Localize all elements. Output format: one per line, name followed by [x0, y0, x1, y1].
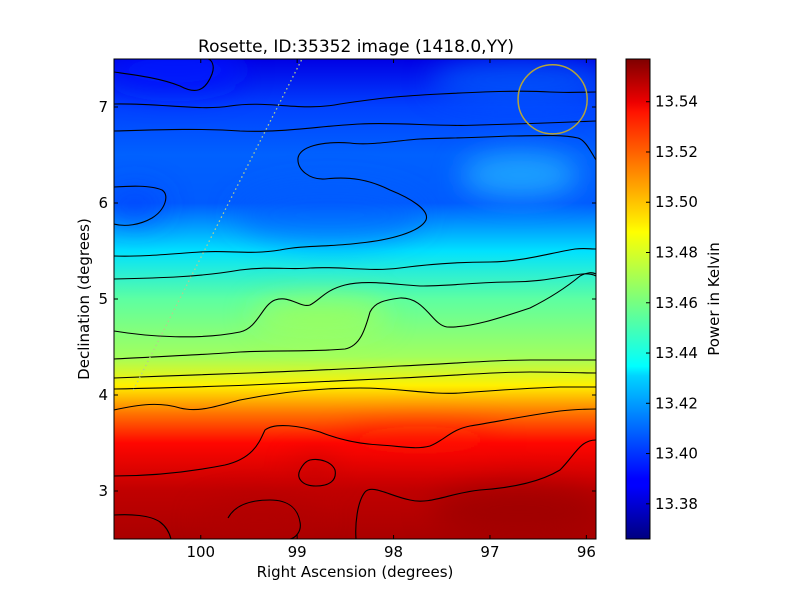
contour-line — [114, 273, 596, 338]
contour-line — [114, 134, 596, 257]
colorbar-tick-label: 13.50 — [655, 193, 698, 211]
contour-line — [298, 458, 336, 487]
x-tick-label: 98 — [384, 543, 403, 561]
plot-area — [114, 59, 596, 539]
colorbar-tick-label: 13.40 — [655, 445, 698, 463]
colorbar-tick-label: 13.44 — [655, 344, 698, 362]
colorbar — [625, 58, 651, 540]
y-axis-ticks: 3 4 5 6 7 — [98, 98, 596, 500]
contour-line — [227, 499, 301, 539]
contour-line — [114, 514, 172, 539]
x-axis-ticks: 100 99 98 97 96 — [186, 59, 596, 561]
colorbar-tick-label: 13.52 — [655, 143, 698, 161]
heatmap-blob — [340, 426, 500, 454]
colorbar-tick-label: 13.46 — [655, 294, 698, 312]
chart-title: Rosette, ID:35352 image (1418.0,YY) — [198, 37, 514, 57]
y-tick-label: 3 — [98, 482, 108, 500]
heatmap-blob — [430, 59, 596, 102]
contour-line — [114, 371, 596, 390]
colorbar-ticks: 13.38 13.40 13.42 13.44 13.46 13.48 13.50 13.52… — [646, 93, 698, 513]
x-axis-label: Right Ascension (degrees) — [257, 563, 454, 581]
x-tick-label: 97 — [480, 543, 499, 561]
contour-line — [114, 59, 214, 92]
colorbar-tick-label: 13.48 — [655, 244, 698, 262]
contour-line — [114, 386, 596, 411]
y-tick-label: 6 — [98, 194, 108, 212]
y-axis-label: Declination (degrees) — [75, 218, 93, 380]
y-tick-label: 7 — [98, 98, 108, 116]
heatmap-blob — [250, 295, 390, 335]
heatmap-blob — [114, 187, 165, 223]
x-tick-label: 96 — [577, 543, 596, 561]
heatmap-blobs — [114, 59, 596, 538]
contour-line — [114, 408, 596, 477]
y-tick-label: 5 — [98, 290, 108, 308]
heatmap-blob — [114, 59, 245, 92]
contour-line — [355, 439, 596, 539]
contour-line — [114, 185, 167, 226]
contour-line — [114, 90, 596, 109]
heatmap-blob — [235, 185, 425, 245]
colorbar-tick-label: 13.54 — [655, 93, 698, 111]
contour-line — [114, 359, 596, 379]
beam-circle-overlay — [517, 64, 588, 135]
dotted-line-overlay — [132, 59, 303, 391]
y-tick-label: 4 — [98, 386, 108, 404]
colorbar-tick-label: 13.42 — [655, 394, 698, 412]
contour-line — [114, 120, 596, 132]
colorbar-tick-label: 13.38 — [655, 495, 698, 513]
x-tick-label: 100 — [186, 543, 215, 561]
heatmap-blob — [200, 502, 320, 538]
x-tick-label: 99 — [288, 543, 307, 561]
contour-lines — [114, 59, 596, 539]
contour-line — [114, 272, 596, 360]
contour-line — [114, 248, 596, 280]
colorbar-label: Power in Kelvin — [705, 242, 723, 356]
heatmap-blob — [460, 153, 580, 197]
heatmap-blob — [430, 486, 596, 534]
